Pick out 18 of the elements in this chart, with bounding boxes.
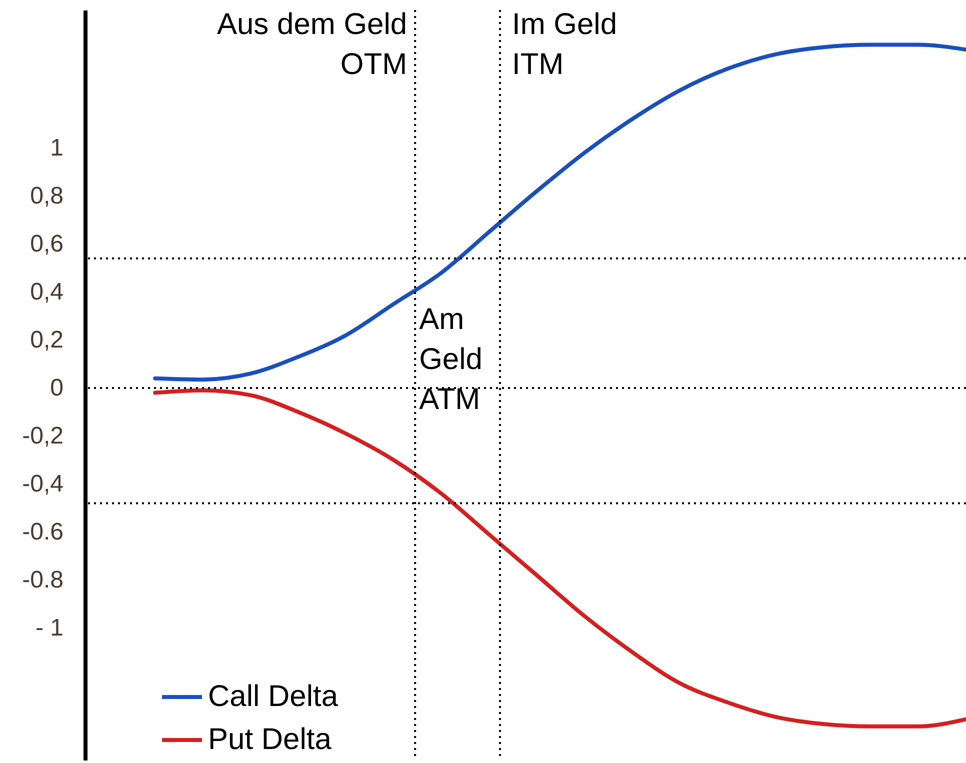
line-series <box>153 388 966 728</box>
legend-label: Put Delta <box>208 723 332 756</box>
y-tick-label: 0 <box>50 374 64 402</box>
annotation: Im Geld ITM <box>512 8 618 81</box>
line-series <box>153 42 966 382</box>
y-tick-label: - 1 <box>35 614 64 642</box>
legend-label: Call Delta <box>208 680 338 713</box>
y-tick-label: -0.6 <box>22 518 64 546</box>
y-tick-label: 0,6 <box>30 230 64 258</box>
y-tick-label: -0,4 <box>22 470 64 498</box>
y-tick-label: 0,8 <box>30 182 64 210</box>
annotation: Aus dem Geld OTM <box>216 8 408 81</box>
y-tick-label: 0,4 <box>30 278 64 306</box>
y-tick-label: 0,2 <box>30 326 64 354</box>
y-tick-label: -0,2 <box>22 422 64 450</box>
annotation: Am Geld ATM <box>419 303 482 416</box>
y-tick-label: -0.8 <box>22 566 64 594</box>
y-tick-label: 1 <box>50 134 64 162</box>
